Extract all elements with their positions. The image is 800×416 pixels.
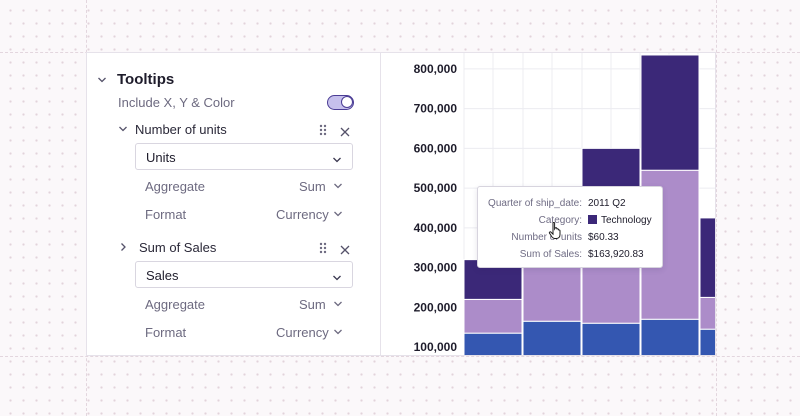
- drag-handle-icon[interactable]: [319, 123, 327, 136]
- field-select-units[interactable]: Units: [135, 143, 353, 170]
- bar-segment: [463, 332, 523, 355]
- bar-segment: [640, 54, 700, 171]
- tooltip-value: $163,920.83: [588, 249, 644, 260]
- field-title-sum-of-sales: Sum of Sales: [139, 240, 217, 255]
- tooltip-settings-card: Tooltips Include X, Y & Color Number of …: [86, 52, 716, 356]
- close-icon[interactable]: [340, 124, 350, 137]
- category-swatch: [588, 215, 597, 224]
- chevron-down-icon[interactable]: [333, 327, 343, 337]
- bar-segment: [640, 318, 700, 355]
- chevron-down-icon[interactable]: [333, 181, 343, 191]
- include-xyc-label: Include X, Y & Color: [118, 95, 235, 110]
- settings-panel: Tooltips Include X, Y & Color Number of …: [87, 53, 381, 355]
- y-tick-label: 600,000: [414, 141, 458, 155]
- y-tick-label: 800,000: [414, 62, 458, 76]
- hand-pointer-icon: [548, 222, 561, 239]
- chevron-down-icon[interactable]: [333, 209, 343, 219]
- aggregate-label: Aggregate: [145, 179, 205, 194]
- drag-handle-icon[interactable]: [319, 241, 327, 254]
- include-xyc-toggle[interactable]: [327, 95, 354, 110]
- close-icon[interactable]: [340, 242, 350, 255]
- bar-segment: [522, 320, 582, 355]
- field-title-number-of-units: Number of units: [135, 122, 227, 137]
- y-tick-label: 700,000: [414, 102, 458, 116]
- tooltip-key: Category:: [538, 215, 582, 226]
- field-select-sales[interactable]: Sales: [135, 261, 353, 288]
- y-tick-label: 300,000: [414, 261, 458, 275]
- select-value: Units: [146, 150, 176, 165]
- y-tick-label: 200,000: [414, 300, 458, 314]
- bar-segment: [581, 322, 641, 355]
- format-dropdown[interactable]: Currency: [276, 325, 329, 340]
- aggregate-dropdown[interactable]: Sum: [299, 179, 326, 194]
- bar-segment: [522, 259, 582, 322]
- tooltip-key: Quarter of ship_date:: [488, 198, 582, 209]
- format-label: Format: [145, 207, 187, 222]
- chevron-down-icon: [332, 270, 342, 288]
- y-tick-label: 400,000: [414, 221, 458, 235]
- aggregate-dropdown[interactable]: Sum: [299, 297, 326, 312]
- bar-segment: [463, 298, 523, 334]
- format-dropdown[interactable]: Currency: [276, 207, 329, 222]
- tooltip-value: 2011 Q2: [588, 198, 626, 209]
- bar-segment: [699, 217, 715, 298]
- chevron-right-icon[interactable]: [118, 242, 128, 252]
- chevron-down-icon[interactable]: [97, 75, 107, 85]
- chevron-down-icon: [332, 152, 342, 170]
- y-tick-label: 500,000: [414, 181, 458, 195]
- chevron-down-icon[interactable]: [118, 124, 128, 134]
- select-value: Sales: [146, 268, 179, 283]
- section-title: Tooltips: [117, 71, 175, 88]
- chevron-down-icon[interactable]: [333, 299, 343, 309]
- bar-segment: [699, 328, 715, 355]
- tooltip-value: $60.33: [588, 232, 619, 243]
- toggle-knob: [341, 96, 353, 108]
- tooltip-key: Number of units: [511, 232, 582, 243]
- aggregate-label: Aggregate: [145, 297, 205, 312]
- format-label: Format: [145, 325, 187, 340]
- chart-tooltip: Quarter of ship_date: 2011 Q2 Category: …: [477, 186, 663, 268]
- bar-segment: [699, 296, 715, 330]
- y-tick-label: 100,000: [414, 340, 458, 354]
- tooltip-key: Sum of Sales:: [519, 249, 582, 260]
- tooltip-value: Technology: [601, 215, 652, 226]
